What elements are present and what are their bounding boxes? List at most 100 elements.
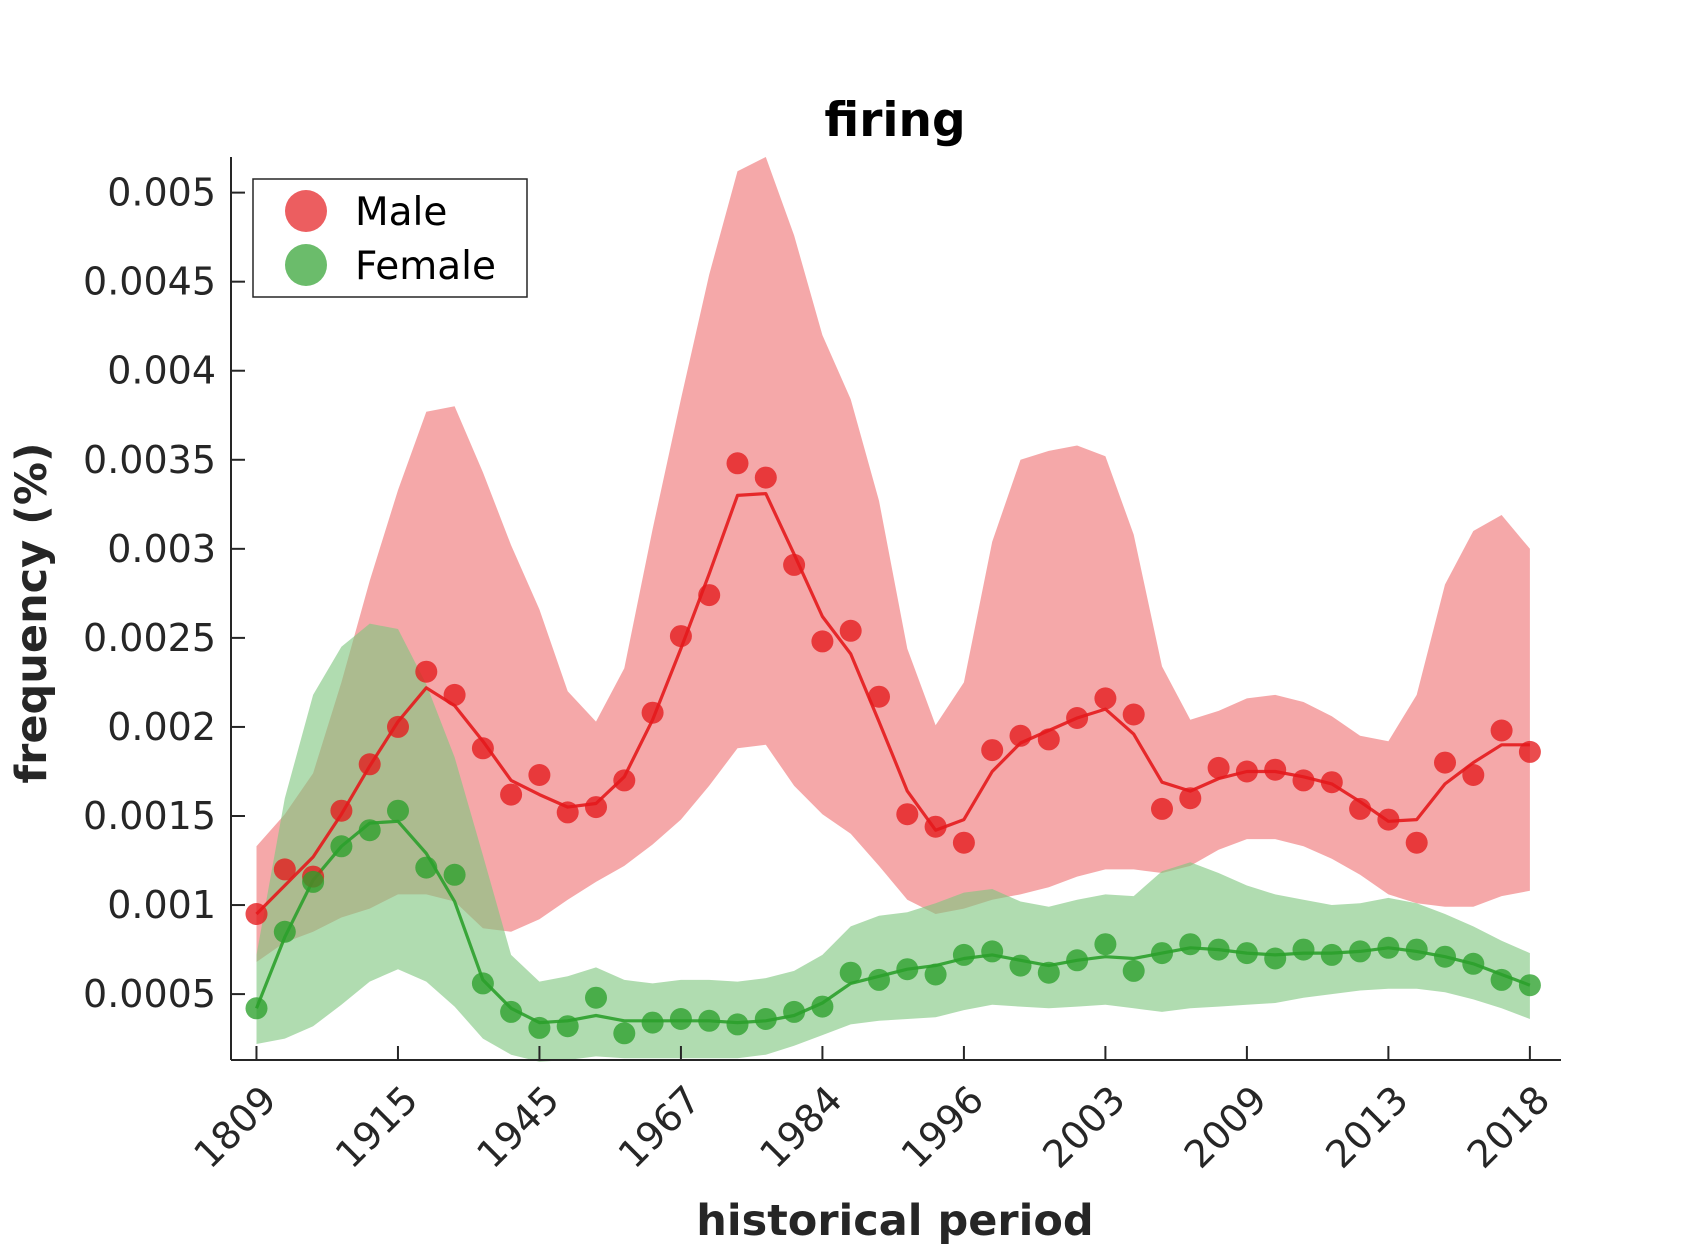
point-female-33 [1151, 942, 1173, 965]
point-female-6 [387, 799, 409, 822]
point-female-31 [1094, 933, 1117, 956]
y-tick-label-7: 0.0035 [83, 438, 216, 482]
point-male-39 [1320, 771, 1343, 794]
point-male-6 [387, 715, 409, 738]
point-male-25 [924, 815, 947, 838]
point-male-45 [1490, 719, 1513, 742]
point-female-34 [1179, 933, 1202, 956]
point-male-24 [896, 803, 919, 826]
point-female-39 [1320, 943, 1343, 966]
point-female-11 [528, 1016, 551, 1039]
point-male-35 [1207, 756, 1230, 779]
point-female-16 [669, 1008, 692, 1030]
point-male-18 [726, 452, 749, 475]
point-male-22 [839, 619, 862, 642]
point-male-32 [1122, 703, 1145, 726]
point-female-13 [585, 986, 607, 1009]
point-male-5 [358, 753, 381, 776]
point-female-19 [754, 1008, 777, 1030]
x-axis-title: historical period [696, 1196, 1093, 1246]
y-tick-label-3: 0.0015 [83, 794, 216, 838]
y-tick-label-1: 0.0005 [83, 972, 216, 1016]
point-male-28 [1009, 724, 1032, 747]
point-female-45 [1490, 968, 1513, 991]
trend-line-female [255, 819, 1531, 1025]
y-axis-title: frequency (%) [7, 442, 57, 783]
point-female-12 [556, 1015, 579, 1038]
point-female-20 [783, 1000, 806, 1023]
point-male-29 [1037, 728, 1060, 751]
point-female-28 [1009, 954, 1032, 977]
y-tick-label-4: 0.002 [107, 705, 216, 749]
point-male-7 [415, 660, 438, 683]
point-male-19 [754, 466, 777, 489]
point-female-30 [1066, 949, 1089, 972]
point-male-11 [528, 764, 551, 786]
point-male-23 [868, 685, 890, 708]
legend: Male Female [252, 178, 528, 298]
point-male-31 [1094, 687, 1117, 710]
trend-line-male [255, 492, 1530, 916]
point-male-34 [1179, 787, 1202, 810]
point-female-35 [1207, 938, 1230, 961]
point-female-1 [245, 997, 268, 1020]
point-female-24 [896, 958, 919, 981]
point-male-21 [811, 630, 834, 653]
point-female-7 [415, 856, 438, 879]
y-tick-label-6: 0.003 [107, 527, 216, 571]
point-female-3 [302, 870, 325, 893]
point-male-36 [1235, 760, 1258, 783]
point-female-43 [1434, 945, 1456, 968]
y-tick-label-10: 0.005 [107, 171, 216, 215]
point-female-15 [641, 1011, 664, 1034]
point-male-26 [952, 831, 975, 854]
point-female-44 [1462, 952, 1485, 975]
point-female-17 [698, 1009, 721, 1032]
chart-title: firing [824, 93, 965, 148]
point-female-36 [1235, 942, 1258, 965]
point-male-40 [1349, 797, 1372, 820]
y-tick-label-5: 0.0025 [83, 616, 216, 660]
point-female-37 [1264, 947, 1287, 970]
point-female-2 [273, 920, 296, 943]
point-male-1 [245, 903, 268, 925]
point-female-22 [839, 961, 862, 984]
legend-label-male: Male [355, 190, 447, 235]
data-points [245, 452, 1541, 1045]
point-female-25 [924, 963, 947, 986]
point-male-15 [641, 701, 664, 724]
legend-marker-female [285, 244, 327, 286]
trend-lines [255, 492, 1531, 1025]
point-female-32 [1122, 959, 1145, 982]
point-male-9 [471, 737, 494, 760]
point-male-2 [273, 858, 296, 881]
point-male-46 [1518, 740, 1541, 763]
point-male-16 [669, 625, 692, 648]
point-male-27 [981, 739, 1004, 762]
point-male-12 [556, 801, 579, 824]
point-female-5 [358, 819, 381, 842]
point-female-42 [1405, 938, 1428, 961]
y-tick-label-2: 0.001 [107, 883, 216, 927]
point-male-37 [1264, 758, 1287, 781]
point-female-23 [868, 968, 890, 991]
point-female-14 [613, 1022, 636, 1045]
legend-label-female: Female [355, 244, 496, 289]
point-female-41 [1377, 936, 1400, 959]
point-female-40 [1349, 940, 1372, 963]
legend-marker-male [285, 190, 327, 232]
point-female-29 [1037, 961, 1060, 984]
point-male-20 [783, 553, 806, 576]
point-male-8 [443, 683, 466, 706]
point-male-10 [500, 783, 523, 806]
point-female-38 [1292, 938, 1315, 961]
point-male-30 [1066, 707, 1089, 729]
point-male-13 [585, 796, 607, 819]
point-male-42 [1405, 831, 1428, 854]
point-male-43 [1434, 751, 1456, 774]
point-female-4 [330, 835, 353, 858]
point-male-41 [1377, 808, 1400, 831]
point-male-33 [1151, 797, 1173, 820]
point-male-17 [698, 584, 721, 607]
